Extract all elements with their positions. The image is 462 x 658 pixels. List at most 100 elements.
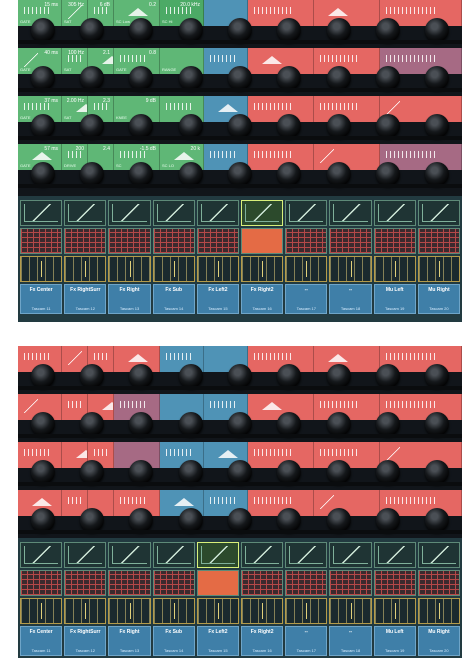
rotary-knob[interactable]: [326, 412, 351, 436]
eq-display-cell[interactable]: [329, 256, 372, 282]
channel-name-cell[interactable]: Fx Left2 Tascam 15: [196, 284, 240, 314]
rotary-knob[interactable]: [425, 162, 450, 186]
dynamics-curve-cell[interactable]: [329, 200, 372, 226]
eq-display-cell[interactable]: [152, 598, 195, 624]
dynamics-curve-cell[interactable]: [108, 200, 151, 226]
eq-grid-cell[interactable]: [417, 570, 461, 596]
rotary-knob[interactable]: [227, 66, 252, 90]
eq-display-cell[interactable]: [108, 256, 151, 282]
channel-name-cell[interactable]: Mu Right Tascam 20: [417, 284, 461, 314]
eq-display-cell[interactable]: [285, 598, 328, 624]
eq-grid-cell[interactable]: [108, 228, 151, 254]
rotary-knob[interactable]: [277, 162, 302, 186]
eq-display-cell[interactable]: [241, 256, 284, 282]
rotary-knob[interactable]: [30, 162, 55, 186]
channel-name-cell[interactable]: Fx Left2 Tascam 15: [196, 626, 240, 656]
rotary-knob[interactable]: [326, 162, 351, 186]
dynamics-curve-cell[interactable]: [152, 200, 195, 226]
rotary-knob[interactable]: [178, 18, 203, 42]
rotary-knob[interactable]: [79, 66, 104, 90]
rotary-knob[interactable]: [227, 114, 252, 138]
rotary-knob[interactable]: [79, 412, 104, 436]
rotary-knob[interactable]: [227, 508, 252, 532]
rotary-knob[interactable]: [178, 412, 203, 436]
rotary-knob[interactable]: [375, 162, 400, 186]
rotary-knob[interactable]: [375, 412, 400, 436]
rotary-knob[interactable]: [30, 18, 55, 42]
dynamics-curve-cell[interactable]: [417, 200, 461, 226]
eq-grid-cell[interactable]: [329, 570, 372, 596]
channel-name-cell[interactable]: Fx Right Tascam 13: [108, 284, 151, 314]
rotary-knob[interactable]: [425, 508, 450, 532]
eq-display-cell[interactable]: [241, 598, 284, 624]
eq-display-cell[interactable]: [20, 256, 63, 282]
rotary-knob[interactable]: [375, 460, 400, 484]
eq-grid-cell[interactable]: [241, 228, 284, 254]
rotary-knob[interactable]: [277, 18, 302, 42]
rotary-knob[interactable]: [178, 364, 203, 388]
channel-name-cell[interactable]: -- Tascam 17: [285, 626, 328, 656]
rotary-knob[interactable]: [129, 508, 154, 532]
eq-display-cell[interactable]: [329, 598, 372, 624]
rotary-knob[interactable]: [129, 460, 154, 484]
eq-grid-cell[interactable]: [417, 228, 461, 254]
rotary-knob[interactable]: [178, 162, 203, 186]
eq-display-cell[interactable]: [64, 256, 107, 282]
rotary-knob[interactable]: [129, 364, 154, 388]
rotary-knob[interactable]: [326, 18, 351, 42]
dynamics-curve-cell[interactable]: [64, 200, 107, 226]
channel-name-cell[interactable]: Fx Sub Tascam 14: [152, 284, 195, 314]
channel-name-cell[interactable]: -- Tascam 18: [329, 626, 372, 656]
eq-grid-cell[interactable]: [196, 570, 240, 596]
eq-grid-cell[interactable]: [20, 228, 63, 254]
rotary-knob[interactable]: [425, 66, 450, 90]
channel-name-cell[interactable]: Fx RightSurr Tascam 12: [64, 284, 107, 314]
rotary-knob[interactable]: [425, 18, 450, 42]
eq-display-cell[interactable]: [108, 598, 151, 624]
eq-display-cell[interactable]: [196, 256, 240, 282]
rotary-knob[interactable]: [79, 114, 104, 138]
rotary-knob[interactable]: [326, 114, 351, 138]
rotary-knob[interactable]: [277, 412, 302, 436]
dynamics-curve-cell[interactable]: [285, 200, 328, 226]
eq-grid-cell[interactable]: [64, 570, 107, 596]
eq-grid-cell[interactable]: [152, 570, 195, 596]
channel-name-cell[interactable]: Fx Right2 Tascam 16: [241, 626, 284, 656]
eq-grid-cell[interactable]: [373, 570, 416, 596]
rotary-knob[interactable]: [30, 460, 55, 484]
eq-display-cell[interactable]: [417, 256, 461, 282]
rotary-knob[interactable]: [129, 162, 154, 186]
rotary-knob[interactable]: [129, 114, 154, 138]
channel-name-cell[interactable]: Mu Right Tascam 20: [417, 626, 461, 656]
rotary-knob[interactable]: [375, 508, 400, 532]
dynamics-curve-cell[interactable]: [329, 542, 372, 568]
channel-name-cell[interactable]: Fx Center Tascam 11: [20, 284, 63, 314]
rotary-knob[interactable]: [30, 412, 55, 436]
eq-grid-cell[interactable]: [285, 570, 328, 596]
channel-name-cell[interactable]: Fx Center Tascam 11: [20, 626, 63, 656]
rotary-knob[interactable]: [178, 460, 203, 484]
dynamics-curve-cell[interactable]: [241, 542, 284, 568]
rotary-knob[interactable]: [79, 18, 104, 42]
dynamics-curve-cell[interactable]: [373, 200, 416, 226]
eq-grid-cell[interactable]: [64, 228, 107, 254]
rotary-knob[interactable]: [30, 364, 55, 388]
channel-name-cell[interactable]: Fx RightSurr Tascam 12: [64, 626, 107, 656]
dynamics-curve-cell[interactable]: [196, 200, 240, 226]
rotary-knob[interactable]: [79, 508, 104, 532]
dynamics-curve-cell[interactable]: [20, 200, 63, 226]
eq-grid-cell[interactable]: [373, 228, 416, 254]
eq-grid-cell[interactable]: [329, 228, 372, 254]
channel-name-cell[interactable]: Fx Right2 Tascam 16: [241, 284, 284, 314]
rotary-knob[interactable]: [129, 18, 154, 42]
eq-display-cell[interactable]: [64, 598, 107, 624]
rotary-knob[interactable]: [375, 114, 400, 138]
rotary-knob[interactable]: [326, 508, 351, 532]
rotary-knob[interactable]: [425, 460, 450, 484]
rotary-knob[interactable]: [178, 66, 203, 90]
rotary-knob[interactable]: [375, 364, 400, 388]
dynamics-curve-cell[interactable]: [108, 542, 151, 568]
dynamics-curve-cell[interactable]: [373, 542, 416, 568]
dynamics-curve-cell[interactable]: [20, 542, 63, 568]
rotary-knob[interactable]: [178, 508, 203, 532]
